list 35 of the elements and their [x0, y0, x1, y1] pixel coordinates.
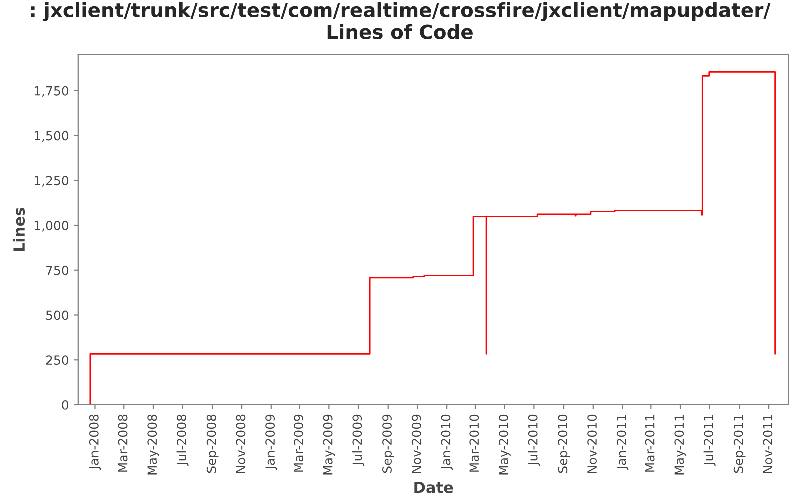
y-tick-label: 1,000: [34, 220, 69, 232]
y-axis-title: Lines: [13, 208, 26, 252]
x-tick-label: May-2009: [323, 414, 336, 475]
x-tick-label: Nov-2010: [588, 414, 598, 474]
x-tick-label: Sep-2011: [734, 415, 746, 474]
x-tick-label: May-2011: [674, 415, 687, 475]
x-tick-label: Jul-2009: [352, 414, 364, 466]
x-tick-label: Nov-2009: [412, 414, 422, 474]
y-tick-label: 1,500: [34, 131, 69, 142]
x-tick-label: Mar-2009: [294, 414, 304, 472]
x-tick-label: Mar-2011: [645, 415, 655, 472]
x-tick-label: May-2008: [148, 414, 160, 475]
x-tick-label: Sep-2009: [382, 414, 394, 474]
x-tick-label: Mar-2008: [118, 414, 128, 472]
y-tick-label: 1,750: [34, 86, 69, 98]
y-tick-label: 0: [62, 400, 69, 410]
x-tick-label: Jul-2010: [528, 414, 540, 466]
x-tick-label: Jan-2009: [266, 414, 278, 470]
x-tick-label: Sep-2010: [558, 414, 570, 474]
y-tick-label: 750: [46, 266, 69, 276]
y-tick-label: 1,250: [34, 176, 69, 187]
x-tick-label: Jan-2008: [89, 414, 102, 470]
x-tick-label: Jan-2011: [616, 415, 629, 470]
x-tick-label: Jul-2011: [704, 415, 716, 466]
y-tick-label: 500: [46, 310, 69, 320]
y-tick-label: 250: [46, 356, 69, 366]
x-tick-label: Nov-2011: [763, 415, 773, 474]
x-tick-label: Jan-2010: [441, 414, 454, 470]
x-axis-title: Date: [414, 482, 454, 494]
x-tick-label: Mar-2010: [470, 414, 480, 472]
x-tick-label: May-2010: [499, 414, 511, 475]
x-tick-label: Nov-2008: [236, 414, 246, 474]
x-tick-label: Jul-2008: [176, 414, 189, 466]
x-tick-label: Sep-2008: [206, 414, 219, 474]
chart-title: : jxclient/trunk/src/test/com/realtime/crossfire/jxclient/mapupdater/ Lines of Code: [31, 2, 771, 40]
